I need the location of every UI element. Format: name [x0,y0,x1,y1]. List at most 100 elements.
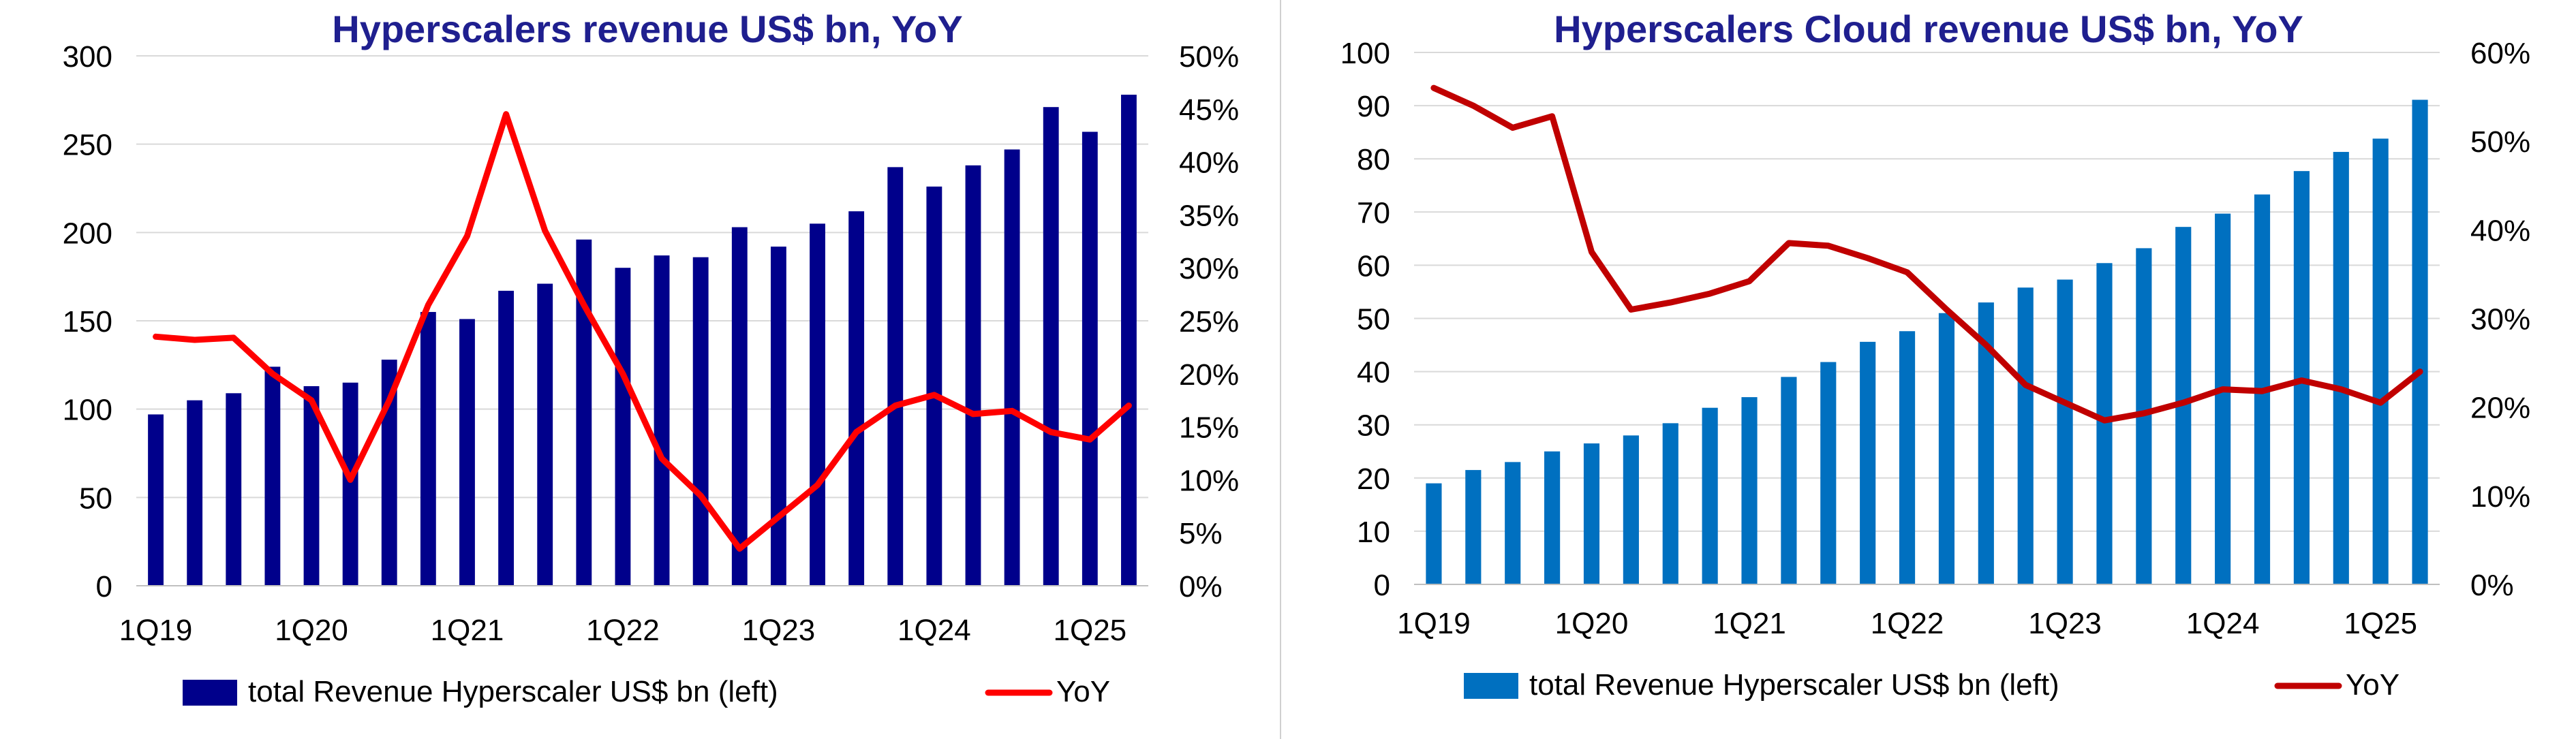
bar-2Q22 [654,255,670,586]
bar-3Q20 [381,360,397,586]
x-tick-label: 1Q21 [1713,607,1786,640]
x-tick-label: 1Q25 [2344,607,2417,640]
x-tick-label: 1Q22 [586,614,660,647]
x-tick-label: 1Q23 [2028,607,2102,640]
bar-2Q23 [2096,263,2113,584]
bar-3Q21 [537,283,553,586]
y-left-tick-label: 90 [1357,90,1390,123]
bar-4Q22 [2017,287,2034,584]
x-tick-label: 1Q25 [1054,614,1127,647]
bar-1Q24 [2215,213,2231,584]
bar-3Q23 [848,211,865,586]
y-left-tick-label: 60 [1357,249,1390,283]
bar-4Q21 [576,239,592,586]
x-tick-label: 1Q21 [431,614,504,647]
bar-4Q23 [887,167,904,586]
bar-1Q20 [303,386,320,586]
y-left-tick-label: 10 [1357,516,1390,549]
bar-1Q21 [1741,397,1758,584]
y-left-tick-label: 0 [1374,569,1390,602]
bar-2Q25 [2412,99,2428,584]
y-right-tick-label: 0% [1179,570,1223,603]
bar-3Q19 [226,393,242,586]
bar-4Q22 [731,227,748,586]
x-tick-label: 1Q24 [2186,607,2260,640]
bar-4Q24 [2333,152,2349,584]
bar-2Q19 [1465,470,1482,584]
yoy-line [1430,84,2423,424]
y-right-tick-label: 20% [1179,358,1239,392]
bar-4Q24 [1043,107,1059,586]
y-right-tick-label: 30% [1179,252,1239,285]
bar-1Q22 [615,268,631,586]
y-right-tick-label: 50% [1179,40,1239,74]
y-left-tick-label: 80 [1357,143,1390,176]
bar-3Q21 [1820,362,1837,584]
bar-1Q19 [1426,483,1442,584]
legend-line-label: YoY [2346,668,2399,702]
x-tick-label: 1Q20 [1555,607,1629,640]
y-left-tick-label: 150 [63,305,112,339]
bar-1Q23 [2057,279,2073,584]
y-left-tick-label: 250 [63,129,112,162]
x-tick-label: 1Q22 [1871,607,1944,640]
bar-2Q24 [965,165,981,586]
y-left-tick-label: 70 [1357,196,1390,230]
y-right-tick-label: 0% [2470,569,2514,602]
bar-2Q21 [1781,377,1797,584]
bar-4Q19 [1544,451,1561,584]
bar-2Q25 [1121,95,1137,586]
y-right-tick-label: 10% [2470,480,2530,514]
x-tick-label: 1Q19 [119,614,193,647]
bar-3Q22 [1978,302,1994,584]
y-left-tick-label: 40 [1357,356,1390,390]
bar-1Q23 [770,247,786,586]
bar-4Q20 [420,312,436,586]
legend-line-label: YoY [1056,675,1110,708]
bar-2Q23 [810,223,825,586]
y-left-tick-label: 0 [96,570,112,603]
bar-1Q25 [2372,138,2389,585]
y-right-tick-label: 35% [1179,199,1239,232]
chart-svg-hyperscalers-revenue: Hyperscalers revenue US$ bn, YoY 0 50 100 15… [63,7,1240,708]
y-left-tick-label: 100 [1340,37,1390,70]
y-right-tick-label: 40% [1179,146,1239,180]
chart-title: Hyperscalers Cloud revenue US$ bn, YoY [1554,7,2303,50]
chart-title: Hyperscalers revenue US$ bn, YoY [332,7,962,50]
bar-2Q22 [1938,313,1955,584]
y-right-tick-label: 30% [2470,303,2530,336]
legend-bar-label: total Revenue Hyperscaler US$ bn (left) [248,675,778,708]
y-right-tick-label: 45% [1179,93,1239,127]
bar-4Q19 [264,366,281,586]
bar-4Q20 [1702,407,1718,584]
y-left-tick-label: 50 [79,482,112,515]
bar-3Q19 [1505,462,1521,584]
y-right-tick-label: 25% [1179,305,1239,339]
chart-panel-hyperscalers-cloud-revenue: Hyperscalers Cloud revenue US$ bn, YoY 0 1… [1281,0,2576,739]
bar-4Q21 [1860,341,1876,584]
bar-3Q24 [1004,149,1020,586]
bar-2Q20 [1623,435,1639,584]
bar-1Q25 [1082,131,1098,586]
y-left-tick-label: 100 [63,394,112,427]
legend-bar-swatch [183,680,237,706]
y-right-tick-label: 15% [1179,411,1239,445]
x-tick-label: 1Q19 [1397,607,1471,640]
legend-bar-label: total Revenue Hyperscaler US$ bn (left) [1529,668,2059,702]
y-left-tick-label: 300 [63,40,112,74]
y-right-tick-label: 50% [2470,125,2530,159]
bar-3Q20 [1662,423,1678,584]
bar-1Q24 [926,186,942,586]
bar-2Q21 [498,290,515,586]
chart-svg-hyperscalers-cloud-revenue: Hyperscalers Cloud revenue US$ bn, YoY01… [1340,7,2531,702]
bar-1Q20 [1583,443,1600,584]
bar-1Q21 [459,319,475,586]
x-tick-label: 1Q24 [898,614,971,647]
y-right-tick-label: 60% [2470,37,2530,70]
y-left-tick-label: 30 [1357,409,1390,443]
yoy-line [153,111,1132,552]
y-right-tick-label: 20% [2470,392,2530,425]
bar-3Q22 [692,257,709,586]
y-left-tick-label: 200 [63,217,112,250]
y-left-tick-label: 20 [1357,462,1390,496]
